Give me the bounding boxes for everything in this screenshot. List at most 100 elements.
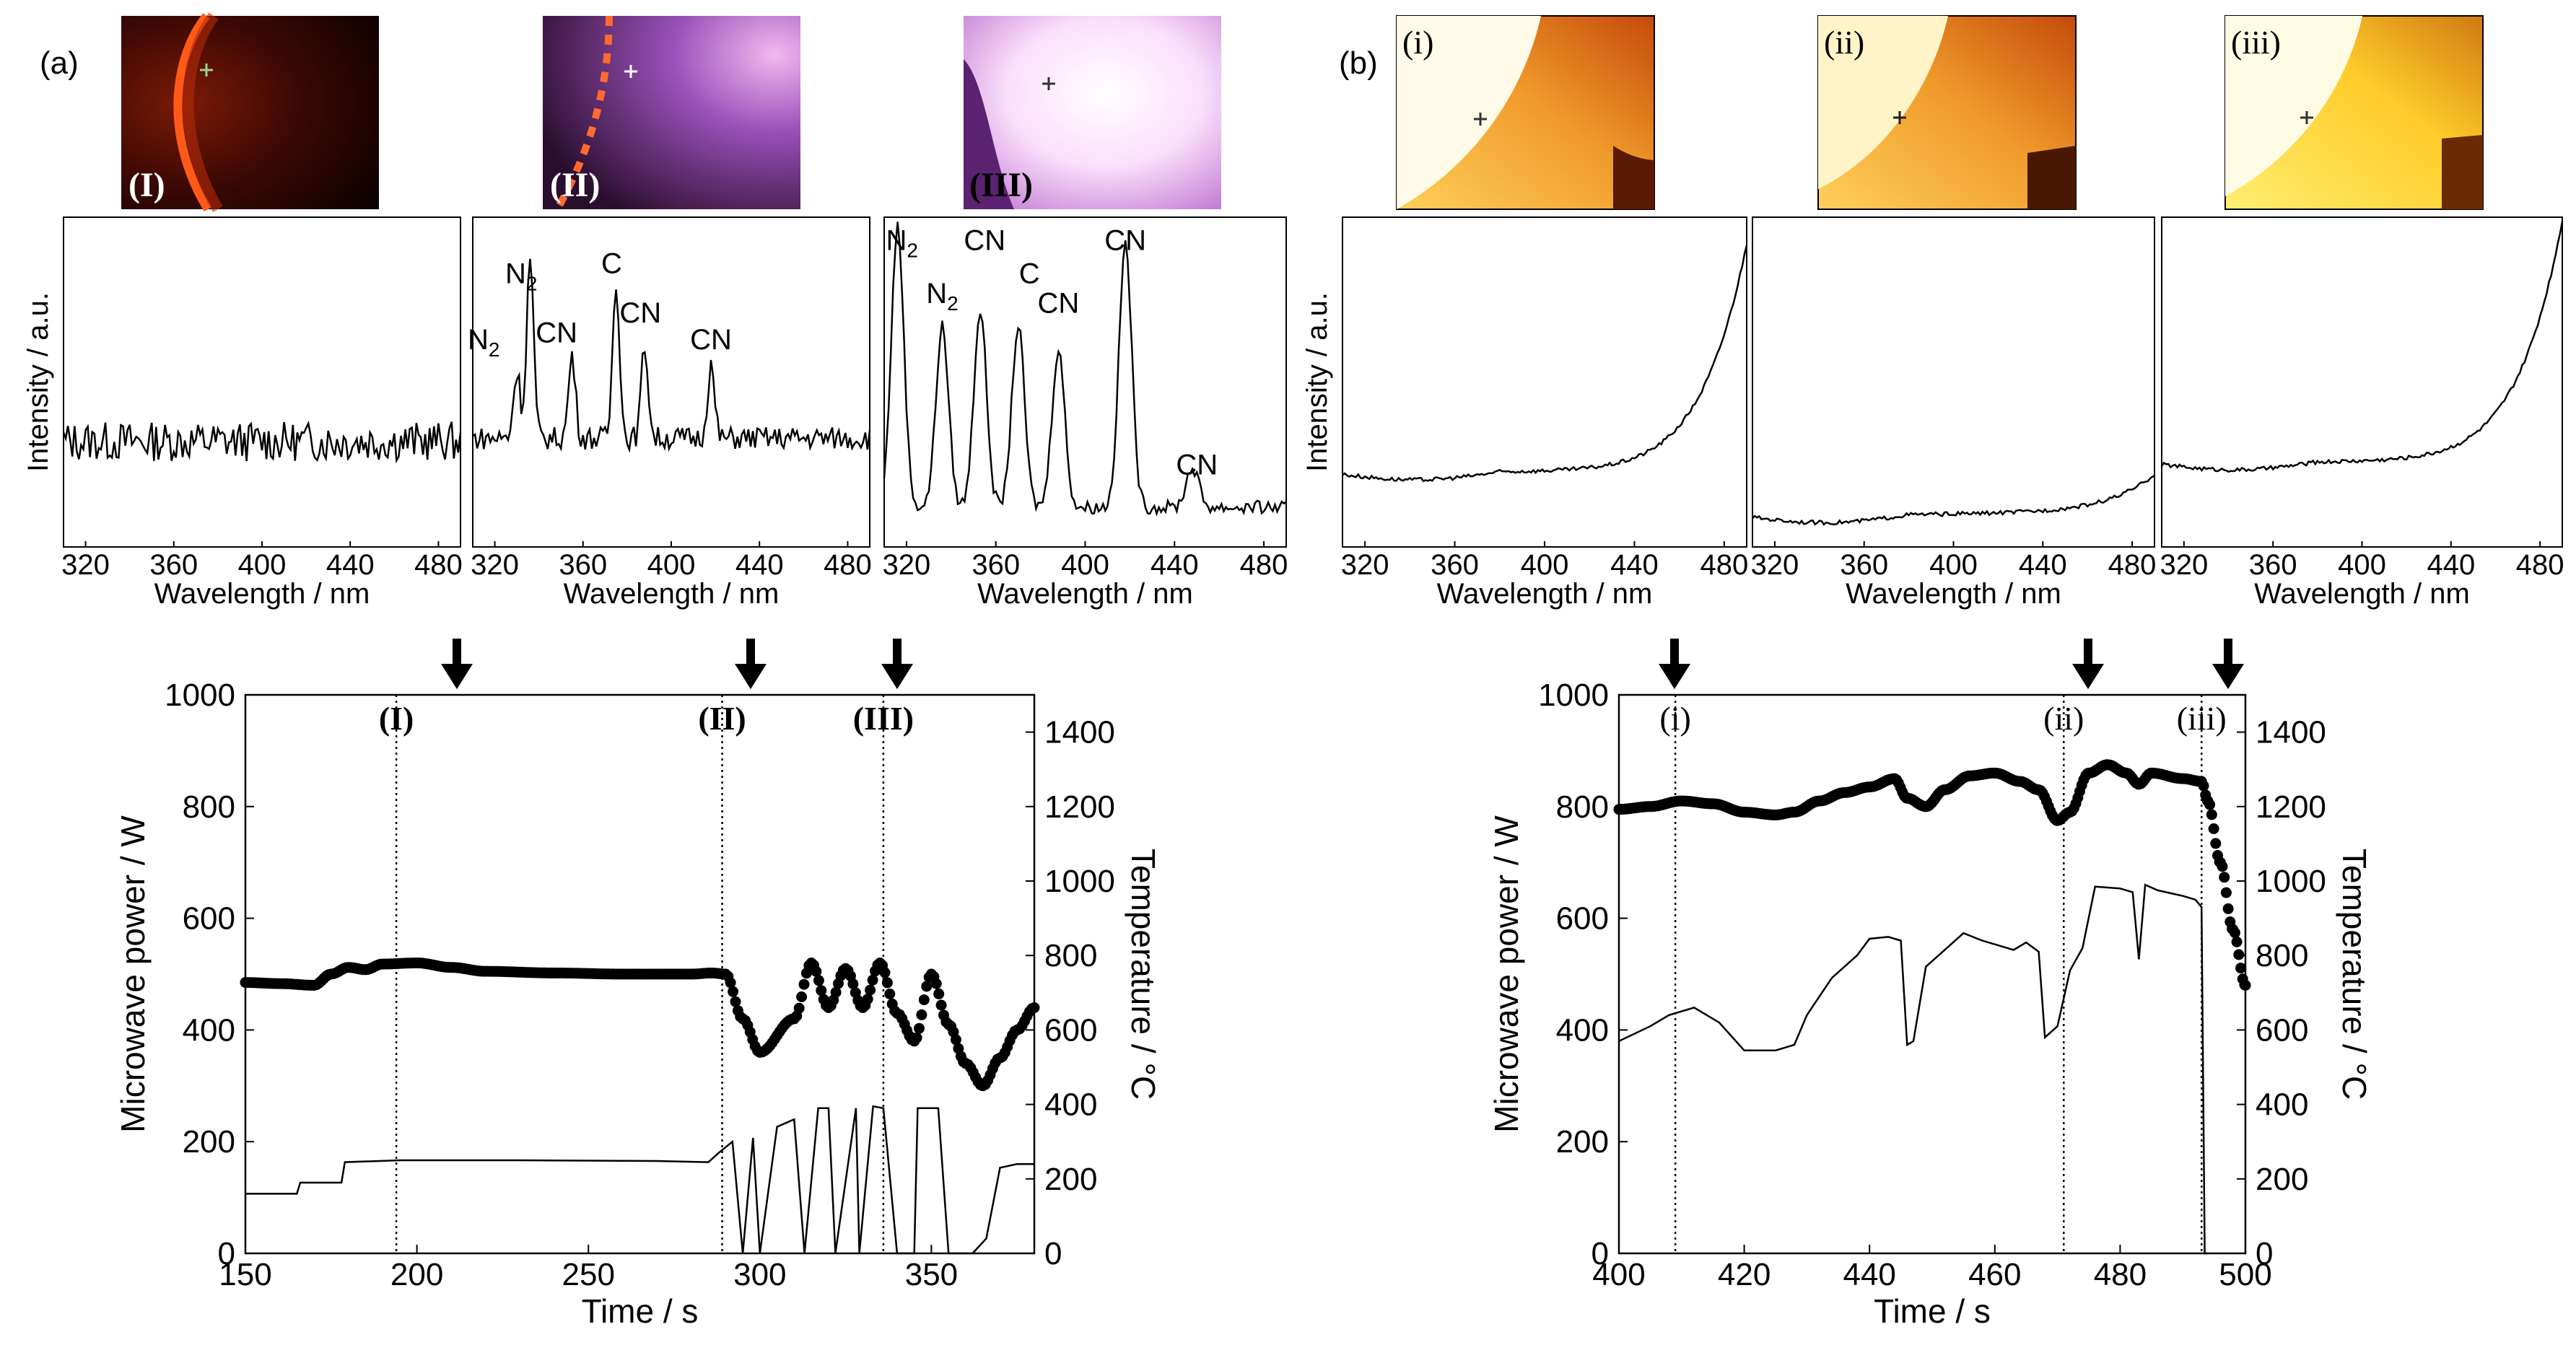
peak-annotation: CN <box>690 324 732 356</box>
y-tick-label: 800 <box>183 789 235 825</box>
photo-label: (ii) <box>1824 24 1864 61</box>
crosshair-icon <box>1893 111 1906 124</box>
marker-label: (i) <box>1659 700 1690 737</box>
peak-annotation: N2 <box>468 324 499 361</box>
panel-label-b: (b) <box>1339 45 1378 81</box>
plasma-edge <box>554 15 613 211</box>
power-point <box>796 991 808 1002</box>
spectrum-line <box>62 421 462 464</box>
crosshair-icon <box>1042 77 1055 90</box>
power-point <box>798 978 810 990</box>
y-tick-label: 200 <box>183 1124 235 1160</box>
power-point <box>881 977 893 989</box>
power-point <box>862 994 873 1005</box>
down-arrow-icon <box>735 639 767 689</box>
power-point <box>2210 838 2222 849</box>
y2-tick-label: 1000 <box>2256 864 2326 899</box>
down-arrow-icon <box>2212 639 2244 689</box>
power-point <box>813 975 824 986</box>
x-tick-label: 400 <box>238 549 287 581</box>
power-point <box>2219 872 2230 883</box>
photo-iii: (iii) <box>2224 15 2484 210</box>
bright-region <box>1818 16 1948 189</box>
arrow-head <box>1659 664 1690 689</box>
temperature-line <box>245 1105 1034 1255</box>
dark-corner <box>1613 146 1654 209</box>
x-tick-label: 400 <box>1521 549 1569 581</box>
y-axis-label: Microwave power / W <box>114 815 152 1133</box>
power-point <box>2222 903 2234 914</box>
y-tick-label: 1000 <box>1538 678 1609 713</box>
power-point <box>930 978 942 989</box>
photo-I: (I) <box>121 12 379 213</box>
spectrum-panel-iii: 320 360 400 440 480 Wavelength / nm <box>2160 216 2564 610</box>
y-tick-label: 600 <box>183 901 235 937</box>
marker-label: (iii) <box>2177 700 2227 737</box>
x-tick-label: 440 <box>326 549 375 581</box>
peak-annotation: CN <box>964 225 1005 257</box>
power-point <box>935 999 947 1011</box>
peak-annotation: CN <box>1037 288 1079 320</box>
arrow-shaft <box>746 639 755 669</box>
x-tick-label: 480 <box>1700 549 1749 581</box>
arrow-shaft <box>2224 639 2232 669</box>
peak-annotation: N2 <box>926 278 958 315</box>
y2-tick-label: 1400 <box>2256 715 2326 750</box>
spectrum-line <box>2160 221 2564 473</box>
plasma-edge-glow <box>182 12 223 213</box>
x-tick-label: 480 <box>824 549 872 581</box>
power-point <box>793 1002 805 1014</box>
arrow-head <box>441 664 473 689</box>
bright-region <box>1397 16 1541 209</box>
power-point <box>816 985 827 996</box>
x-axis-label: Time / s <box>582 1292 699 1330</box>
x-tick-label: 300 <box>733 1257 786 1292</box>
peak-annotation: C <box>601 248 622 280</box>
y-axis-label: Intensity / a.u. <box>1301 292 1333 472</box>
y2-axis-label: Temperature / °C <box>2336 849 2373 1100</box>
time-series-a: 150 200 250 300 350 0 200 400 600 800 1000 0 200 400 6… <box>114 678 1162 1330</box>
x-tick-label: 440 <box>735 549 784 581</box>
x-tick-label: 360 <box>2249 549 2297 581</box>
marker-label: (I) <box>379 700 414 737</box>
temperature-line <box>1618 883 2208 1255</box>
x-tick-label: 200 <box>390 1257 443 1292</box>
x-tick-label: 320 <box>1751 549 1799 581</box>
peak-annotation: CN <box>1176 449 1218 481</box>
x-tick-label: 480 <box>2516 549 2564 581</box>
x-tick-label: 420 <box>1718 1257 1771 1292</box>
y-tick-label: 800 <box>1556 789 1609 825</box>
bright-region <box>2225 16 2362 196</box>
power-point <box>2206 809 2217 820</box>
x-axis-label: Wavelength / nm <box>2254 578 2470 610</box>
power-point <box>921 981 933 992</box>
dark-corner <box>2442 135 2483 209</box>
down-arrow-icon <box>1659 639 1690 689</box>
x-tick-label: 400 <box>1929 549 1978 581</box>
y2-axis-label: Temperature / °C <box>1125 849 1162 1100</box>
photo-III: (III) <box>964 16 1221 209</box>
x-tick-label: 400 <box>647 549 696 581</box>
x-tick-label: 320 <box>61 549 110 581</box>
power-point <box>728 986 739 997</box>
x-tick-label: 480 <box>414 549 463 581</box>
y-axis-label: Intensity / a.u. <box>22 292 54 472</box>
x-tick-label: 360 <box>972 549 1020 581</box>
plot-frame <box>244 693 1036 1255</box>
y2-tick-label: 1200 <box>1044 789 1115 825</box>
power-point <box>879 967 891 978</box>
arrow-shaft <box>453 639 461 669</box>
arrow-head <box>881 664 913 689</box>
power-point <box>916 1009 927 1020</box>
spectrum-panel-ii: 320 360 400 440 480 Wavelength / nm <box>1751 216 2156 610</box>
plot-frame <box>2161 216 2563 548</box>
power-point <box>847 978 859 989</box>
x-tick-label: 500 <box>2219 1257 2271 1292</box>
power-point <box>811 965 822 977</box>
peak-annotation: CN <box>619 297 661 329</box>
power-point <box>2233 949 2245 960</box>
x-axis-label: Wavelength / nm <box>154 578 370 610</box>
y-axis-label: Microwave power / W <box>1488 815 1525 1133</box>
